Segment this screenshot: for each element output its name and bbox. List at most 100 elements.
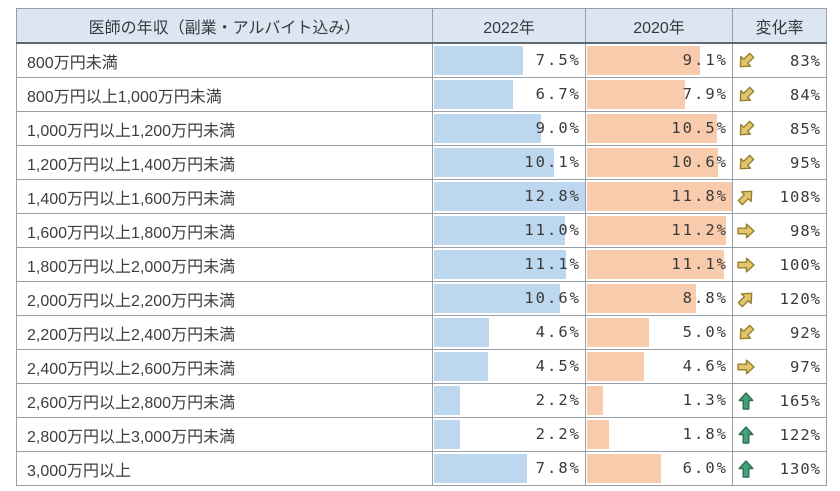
arrow-right-icon bbox=[736, 357, 758, 377]
arrow-up-icon bbox=[736, 425, 758, 445]
rate-value: 83% bbox=[790, 51, 821, 70]
rate-value: 85% bbox=[790, 119, 821, 138]
table-body: 800万円未満 7.5% 9.1% 83% 800万円以上1,000万円未満 6… bbox=[16, 42, 827, 486]
value-2020: 11.2% bbox=[671, 221, 728, 239]
data-table: 医師の年収（副業・アルバイト込み） 2022年 2020年 変化率 800万円未… bbox=[16, 8, 827, 486]
arrow-down-left-icon bbox=[736, 153, 758, 173]
value-2020: 10.5% bbox=[671, 119, 728, 137]
cell-2022: 2.2% bbox=[432, 417, 586, 452]
cell-2020: 1.3% bbox=[585, 383, 733, 418]
cell-2022: 11.0% bbox=[432, 213, 586, 248]
income-range-label: 1,800万円以上2,000万円未満 bbox=[16, 247, 433, 282]
bar-2020 bbox=[587, 148, 719, 177]
table-row: 2,800万円以上3,000万円未満 2.2% 1.8% 122% bbox=[16, 417, 827, 452]
table-row: 1,800万円以上2,000万円未満 11.1% 11.1% 100% bbox=[16, 247, 827, 282]
cell-2022: 7.8% bbox=[432, 451, 586, 486]
cell-2020: 11.8% bbox=[585, 179, 733, 214]
income-range-label: 3,000万円以上 bbox=[16, 451, 433, 486]
value-2022: 4.5% bbox=[535, 357, 581, 375]
value-2022: 10.1% bbox=[524, 153, 581, 171]
table-row: 3,000万円以上 7.8% 6.0% 130% bbox=[16, 451, 827, 486]
cell-2022: 2.2% bbox=[432, 383, 586, 418]
arrow-down-left-icon bbox=[736, 323, 758, 343]
table-row: 2,200万円以上2,400万円未満 4.6% 5.0% 92% bbox=[16, 315, 827, 350]
cell-2022: 10.6% bbox=[432, 281, 586, 316]
arrow-down-left-icon bbox=[736, 119, 758, 139]
bar-2020 bbox=[587, 420, 610, 449]
value-2020: 9.1% bbox=[682, 51, 728, 69]
cell-2020: 6.0% bbox=[585, 451, 733, 486]
table-row: 1,400万円以上1,600万円未満 12.8% 11.8% 108% bbox=[16, 179, 827, 214]
arrow-down-left-icon bbox=[736, 51, 758, 71]
value-2020: 7.9% bbox=[682, 85, 728, 103]
rate-value: 120% bbox=[779, 289, 821, 308]
cell-2022: 12.8% bbox=[432, 179, 586, 214]
cell-2020: 5.0% bbox=[585, 315, 733, 350]
table-row: 2,000万円以上2,200万円未満 10.6% 8.8% 120% bbox=[16, 281, 827, 316]
table-header-row: 医師の年収（副業・アルバイト込み） 2022年 2020年 変化率 bbox=[16, 8, 827, 44]
bar-2020 bbox=[587, 80, 685, 109]
bar-2022 bbox=[434, 318, 489, 347]
arrow-up-right-icon bbox=[736, 289, 758, 309]
arrow-down-left-icon bbox=[736, 85, 758, 105]
cell-2020: 10.6% bbox=[585, 145, 733, 180]
bar-2022 bbox=[434, 284, 560, 313]
rate-value: 98% bbox=[790, 221, 821, 240]
bar-2022 bbox=[434, 182, 585, 211]
table-row: 1,000万円以上1,200万円未満 9.0% 10.5% 85% bbox=[16, 111, 827, 146]
arrow-up-icon bbox=[736, 459, 758, 479]
bar-2020 bbox=[587, 182, 732, 211]
bar-2020 bbox=[587, 114, 717, 143]
rate-value: 92% bbox=[790, 323, 821, 342]
cell-2022: 6.7% bbox=[432, 77, 586, 112]
income-range-label: 1,000万円以上1,200万円未満 bbox=[16, 111, 433, 146]
bar-2022 bbox=[434, 80, 514, 109]
column-header-income-range: 医師の年収（副業・アルバイト込み） bbox=[16, 8, 433, 44]
arrow-up-right-icon bbox=[736, 187, 758, 207]
value-2020: 4.6% bbox=[682, 357, 728, 375]
cell-2020: 1.8% bbox=[585, 417, 733, 452]
bar-2020 bbox=[587, 454, 662, 483]
bar-2020 bbox=[587, 250, 725, 279]
bar-2020 bbox=[587, 318, 649, 347]
cell-change-rate: 98% bbox=[732, 213, 827, 248]
value-2022: 11.1% bbox=[524, 255, 581, 273]
cell-2020: 4.6% bbox=[585, 349, 733, 384]
bar-2020 bbox=[587, 216, 726, 245]
cell-change-rate: 84% bbox=[732, 77, 827, 112]
bar-2022 bbox=[434, 148, 554, 177]
value-2020: 1.3% bbox=[682, 391, 728, 409]
value-2022: 7.5% bbox=[535, 51, 581, 69]
cell-change-rate: 100% bbox=[732, 247, 827, 282]
cell-change-rate: 83% bbox=[732, 42, 827, 78]
income-range-label: 1,400万円以上1,600万円未満 bbox=[16, 179, 433, 214]
income-range-label: 1,600万円以上1,800万円未満 bbox=[16, 213, 433, 248]
cell-change-rate: 165% bbox=[732, 383, 827, 418]
income-comparison-table: 医師の年収（副業・アルバイト込み） 2022年 2020年 変化率 800万円未… bbox=[16, 8, 827, 486]
bar-2022 bbox=[434, 454, 527, 483]
income-range-label: 800万円未満 bbox=[16, 42, 433, 78]
rate-value: 100% bbox=[779, 255, 821, 274]
table-row: 1,200万円以上1,400万円未満 10.1% 10.6% 95% bbox=[16, 145, 827, 180]
value-2022: 2.2% bbox=[535, 425, 581, 443]
cell-2020: 10.5% bbox=[585, 111, 733, 146]
value-2020: 11.8% bbox=[671, 187, 728, 205]
bar-2020 bbox=[587, 284, 696, 313]
rate-value: 122% bbox=[779, 425, 821, 444]
bar-2020 bbox=[587, 352, 644, 381]
value-2022: 9.0% bbox=[535, 119, 581, 137]
cell-change-rate: 122% bbox=[732, 417, 827, 452]
cell-2020: 7.9% bbox=[585, 77, 733, 112]
value-2022: 10.6% bbox=[524, 289, 581, 307]
table-row: 1,600万円以上1,800万円未満 11.0% 11.2% 98% bbox=[16, 213, 827, 248]
income-range-label: 2,200万円以上2,400万円未満 bbox=[16, 315, 433, 350]
rate-value: 108% bbox=[779, 187, 821, 206]
arrow-right-icon bbox=[736, 221, 758, 241]
arrow-up-icon bbox=[736, 391, 758, 411]
cell-2020: 9.1% bbox=[585, 42, 733, 78]
cell-change-rate: 97% bbox=[732, 349, 827, 384]
cell-change-rate: 85% bbox=[732, 111, 827, 146]
cell-2020: 8.8% bbox=[585, 281, 733, 316]
bar-2022 bbox=[434, 352, 488, 381]
cell-2020: 11.1% bbox=[585, 247, 733, 282]
